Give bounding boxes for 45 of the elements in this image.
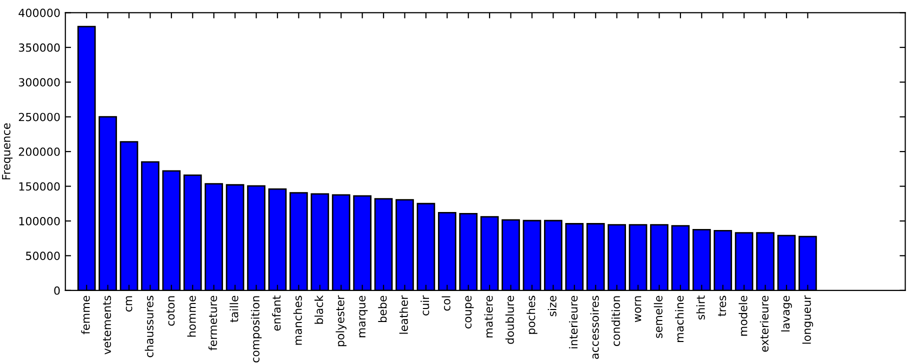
x-tick-label: doublure <box>505 296 514 344</box>
x-tick-label: machine <box>675 296 684 342</box>
y-tick-label: 350000 <box>18 43 60 52</box>
x-tick-label: bebe <box>378 296 387 322</box>
x-tick-label: matiere <box>484 296 493 338</box>
x-tick-label: exterieure <box>760 296 769 352</box>
x-tick-label: worn <box>634 296 642 322</box>
x-tick-label: poches <box>526 296 538 334</box>
y-tick-label: 0 <box>54 286 60 295</box>
x-tick-label: shirt <box>696 296 705 320</box>
y-tick-label: 300000 <box>18 78 60 87</box>
x-tick-label: accessoires <box>590 296 599 359</box>
x-tick-label: fermeture <box>208 296 218 350</box>
x-tick-label: taille <box>230 296 238 322</box>
x-tick-label: cuir <box>420 295 430 316</box>
x-tick-label: enfant <box>272 296 281 331</box>
x-tick-label: semelle <box>654 296 662 338</box>
y-tick-label: 200000 <box>18 148 60 156</box>
x-tick-label: marque <box>359 296 368 338</box>
y-tick-label: 400000 <box>18 8 60 18</box>
x-tick-label: interieure <box>569 296 578 348</box>
x-tick-label: modele <box>738 296 748 336</box>
x-tick-label: polyester <box>336 295 346 346</box>
x-tick-label: cm <box>126 296 132 312</box>
y-tick-label: 250000 <box>18 112 60 122</box>
y-tick-label: 150000 <box>19 182 60 191</box>
x-tick-label: tres <box>718 296 726 316</box>
y-axis-title: Frequence <box>2 123 13 180</box>
x-tick-label: size <box>548 296 556 316</box>
x-tick-label: coton <box>166 296 175 326</box>
y-tick-label: 100000 <box>19 216 60 226</box>
x-tick-label: col <box>442 296 450 311</box>
x-tick-label: vetements <box>103 296 112 354</box>
x-tick-label: coupe <box>465 296 474 328</box>
x-tick-label: lavage <box>781 296 792 332</box>
y-tick-label: 50000 <box>26 252 60 260</box>
x-tick-label: black <box>314 295 324 324</box>
x-tick-label: homme <box>187 296 196 337</box>
x-tick-label: chaussures <box>144 296 154 358</box>
x-tick-label: longueur <box>802 295 814 344</box>
x-tick-label: composition <box>250 296 262 362</box>
x-tick-label: manches <box>293 296 302 345</box>
x-tick-label: femme <box>81 296 90 334</box>
x-tick-label: leather <box>399 295 408 334</box>
x-tick-label: condition <box>611 296 620 346</box>
